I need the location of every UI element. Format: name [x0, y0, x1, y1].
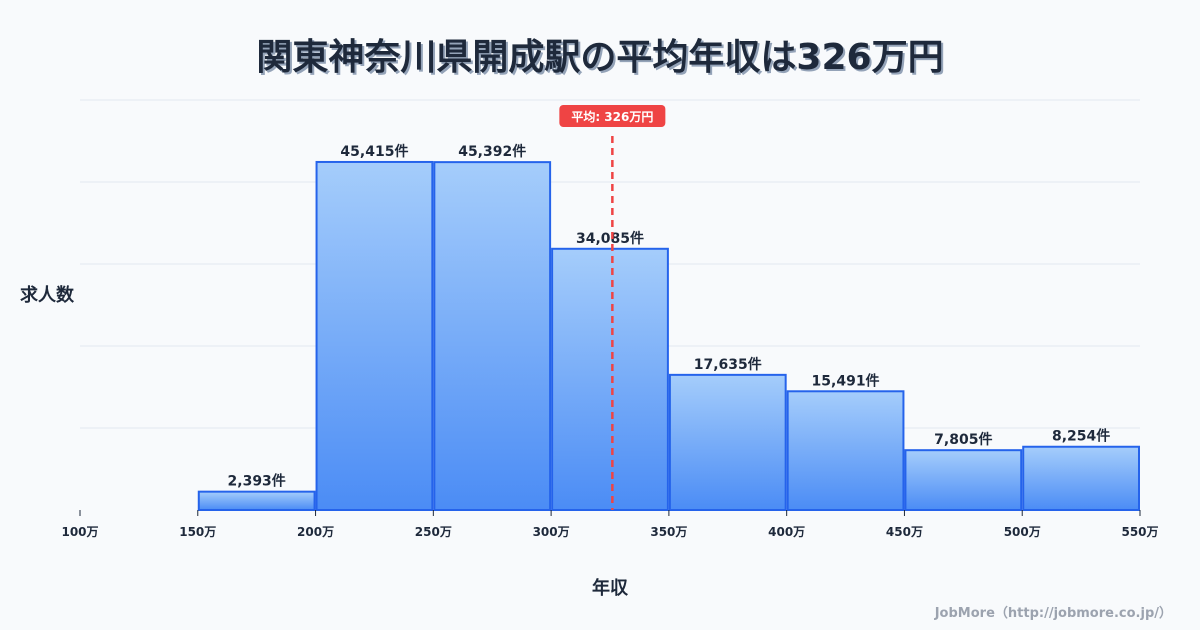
- bar-value-label: 34,085件: [576, 230, 644, 247]
- x-tick-label: 100万: [61, 525, 98, 539]
- x-tick-label: 450万: [886, 525, 923, 539]
- histogram-bar: [904, 449, 1023, 511]
- source-credit: JobMore（http://jobmore.co.jp/）: [934, 606, 1172, 621]
- bars: 2,393件 45,415件 45,392件 34,085件 17,635件 15,491…: [197, 143, 1141, 512]
- x-tick-label: 400万: [768, 525, 805, 539]
- x-tick-label: 150万: [179, 525, 216, 539]
- x-tick-label: 500万: [1004, 525, 1041, 539]
- chart-title: 関東神奈川県開成駅の平均年収は326万円: [256, 37, 944, 78]
- bar-value-label: 2,393件: [228, 473, 286, 490]
- x-axis-ticks: 100万 150万 200万 250万 300万 350万 400万 450万 500万 550万: [61, 510, 1159, 539]
- x-axis-label: 年収: [592, 578, 628, 599]
- x-tick-label: 250万: [415, 525, 452, 539]
- histogram-bar: [668, 373, 787, 511]
- histogram-bar: [315, 160, 434, 511]
- histogram-bar: [197, 490, 316, 512]
- histogram-bar: [1022, 445, 1141, 512]
- bar-value-label: 8,254件: [1052, 428, 1110, 445]
- average-badge: [559, 105, 666, 127]
- x-tick-label: 300万: [533, 525, 570, 539]
- average-marker: 平均: 326万円: [559, 105, 666, 510]
- bar-value-label: 17,635件: [694, 356, 762, 373]
- bar-value-label: 7,805件: [934, 431, 992, 448]
- histogram-bar: [786, 390, 905, 512]
- histogram-bar: [551, 247, 669, 512]
- x-tick-label: 550万: [1121, 525, 1158, 539]
- bar-value-label: 45,392件: [458, 143, 526, 160]
- y-axis-label: 求人数: [20, 285, 74, 306]
- bar-value-label: 15,491件: [812, 372, 880, 389]
- x-tick-label: 200万: [297, 525, 334, 539]
- average-badge-label: 平均: 326万円: [571, 109, 653, 124]
- bar-value-label: 45,415件: [340, 143, 408, 160]
- histogram-bar: [433, 161, 552, 511]
- x-tick-label: 350万: [650, 525, 687, 539]
